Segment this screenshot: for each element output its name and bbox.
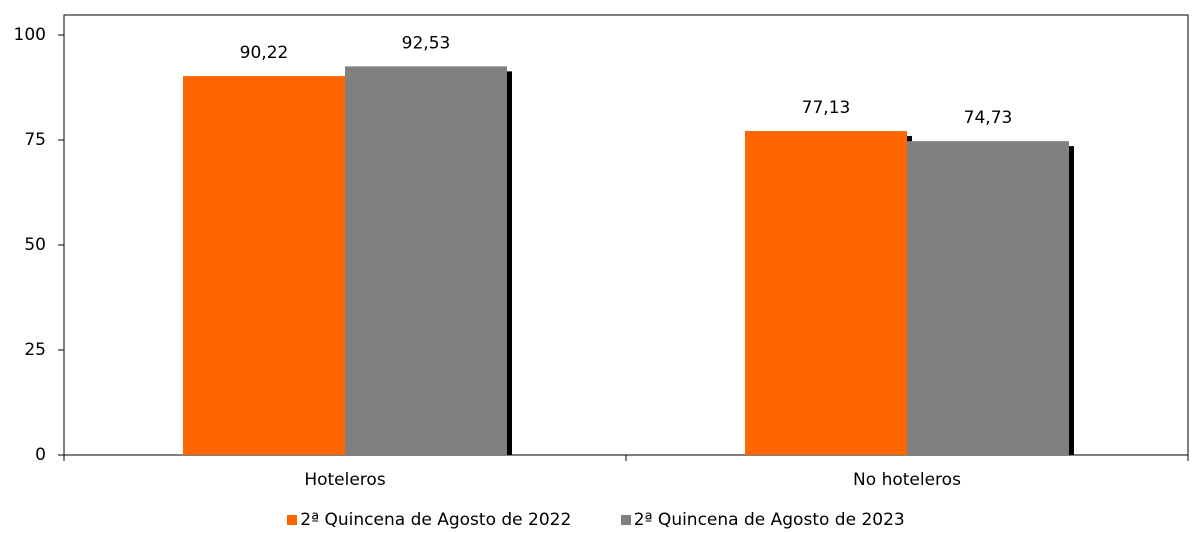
bar	[345, 66, 507, 456]
data-label: 74,73	[964, 108, 1013, 128]
legend-label-2023: 2ª Quincena de Agosto de 2023	[633, 510, 905, 530]
y-tick-label: 100	[14, 25, 46, 45]
chart-legend: 2ª Quincena de Agosto de 2022 2ª Quincen…	[0, 510, 1192, 530]
legend-item-2022: 2ª Quincena de Agosto de 2022	[287, 510, 571, 530]
legend-item-2023: 2ª Quincena de Agosto de 2023	[620, 510, 905, 530]
y-tick-label: 50	[24, 235, 46, 255]
data-label: 92,53	[402, 33, 451, 53]
y-tick-label: 25	[24, 340, 46, 360]
x-category-label: No hoteleros	[853, 470, 961, 490]
y-tick-label: 75	[24, 130, 46, 150]
x-category-label: Hoteleros	[304, 470, 386, 490]
bar	[183, 76, 345, 456]
data-label: 90,22	[240, 43, 289, 63]
legend-swatch-2022	[287, 515, 298, 525]
y-tick-label: 0	[35, 445, 46, 465]
legend-label-2022: 2ª Quincena de Agosto de 2022	[300, 510, 572, 530]
bar	[745, 131, 907, 455]
bar	[907, 141, 1069, 455]
data-label: 77,13	[802, 98, 851, 118]
legend-swatch-2023	[620, 515, 631, 525]
